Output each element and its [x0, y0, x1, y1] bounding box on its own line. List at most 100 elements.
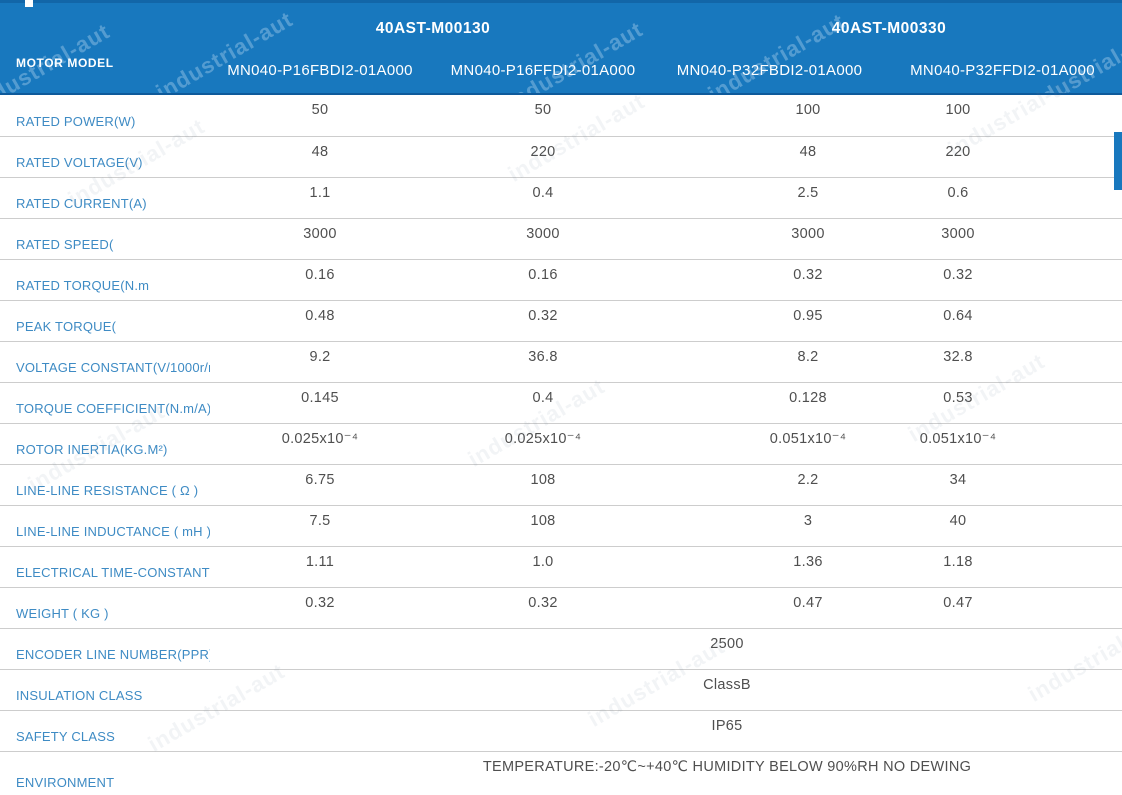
top-edge-notch	[25, 0, 33, 7]
spec-value: 34	[949, 471, 967, 488]
spec-value: 48	[799, 143, 817, 160]
spec-value: 0.32	[943, 266, 973, 283]
spec-value: 3000	[303, 225, 337, 242]
spec-value: 32.8	[943, 348, 973, 365]
spec-value: 0.025x10⁻⁴	[281, 430, 359, 447]
spec-value: 3000	[941, 225, 975, 242]
spec-value: 1.18	[943, 553, 973, 570]
spec-row-safety-class: SAFETY CLASS IP65	[0, 710, 1122, 751]
spec-value: 0.4	[532, 184, 554, 201]
spec-value: 0.4	[532, 389, 554, 406]
spec-label: LINE-LINE INDUCTANCE ( mH )	[16, 523, 210, 539]
spec-value: 100	[945, 102, 971, 118]
spec-value: 7.5	[309, 512, 331, 529]
spec-label: RATED POWER(W)	[16, 113, 136, 129]
spec-value: 1.36	[793, 553, 823, 570]
spec-value: 100	[795, 102, 821, 118]
spec-value: 0.051x10⁻⁴	[769, 430, 847, 447]
spec-value: 108	[530, 512, 556, 529]
spec-value: 8.2	[797, 348, 819, 365]
spec-row-peak-torque: PEAK TORQUE( 0.48 0.32 0.95 0.64	[0, 300, 1122, 341]
spec-row-torque-coefficient: TORQUE COEFFICIENT(N.m/A) 0.145 0.4 0.12…	[0, 382, 1122, 423]
spec-value: 0.025x10⁻⁴	[504, 430, 582, 447]
spec-value: 48	[311, 143, 329, 160]
spec-label: RATED CURRENT(A)	[16, 195, 147, 211]
spec-row-rated-torque: RATED TORQUE(N.m 0.16 0.16 0.32 0.32	[0, 259, 1122, 300]
spec-value: 2.5	[797, 184, 819, 201]
spec-value: 108	[530, 471, 556, 488]
spec-value: 0.48	[305, 307, 335, 324]
model-name-col2: MN040-P16FFDI2-01A000	[450, 62, 636, 79]
spec-row-rated-power: RATED POWER(W) 50 50 100 100	[0, 95, 1122, 136]
spec-value: 1.11	[305, 553, 335, 570]
spec-value: 3000	[791, 225, 825, 242]
spec-value: 1.1	[309, 184, 331, 201]
spec-value: 3	[803, 512, 813, 529]
spec-row-electrical-time-constant: ELECTRICAL TIME-CONSTANT ( ms ) 1.11 1.0…	[0, 546, 1122, 587]
spec-value: 9.2	[309, 348, 331, 365]
spec-label: ENCODER LINE NUMBER(PPR)	[16, 646, 210, 662]
spec-label: PEAK TORQUE(	[16, 318, 117, 334]
spec-value: 0.95	[793, 307, 823, 324]
spec-value: 50	[311, 102, 329, 118]
spec-value: 0.145	[301, 389, 339, 406]
spec-value: 6.75	[305, 471, 335, 488]
spec-value: 40	[949, 512, 967, 529]
spec-row-rated-speed: RATED SPEED( 3000 3000 3000 3000	[0, 218, 1122, 259]
spec-label: INSULATION CLASS	[16, 687, 143, 703]
spec-value: 0.64	[943, 307, 973, 324]
spec-value: 0.128	[789, 389, 827, 406]
table-header: MOTOR MODEL 40AST-M00130 40AST-M00330 MN…	[0, 0, 1122, 95]
spec-value: 3000	[526, 225, 560, 242]
spec-row-voltage-constant: VOLTAGE CONSTANT(V/1000r/min) 9.2 36.8 8…	[0, 341, 1122, 382]
spec-value: 220	[945, 143, 971, 160]
spec-row-environment: ENVIRONMENT TEMPERATURE:-20℃~+40℃ HUMIDI…	[0, 751, 1122, 795]
model-name-col1: MN040-P16FBDI2-01A000	[227, 62, 413, 79]
spec-label: ENVIRONMENT	[16, 774, 115, 790]
spec-value: 0.47	[943, 594, 973, 611]
spec-value: 50	[534, 102, 552, 118]
spec-label: RATED VOLTAGE(V)	[16, 154, 143, 170]
spec-value-merged: IP65	[711, 717, 743, 734]
spec-value: 0.16	[528, 266, 558, 283]
group-title-40ast-m00130: 40AST-M00130	[375, 20, 491, 37]
spec-value: 0.32	[528, 594, 558, 611]
spec-label: SAFETY CLASS	[16, 728, 115, 744]
spec-value: 0.32	[793, 266, 823, 283]
spec-row-rated-voltage: RATED VOLTAGE(V) 48 220 48 220	[0, 136, 1122, 177]
spec-row-line-line-inductance: LINE-LINE INDUCTANCE ( mH ) 7.5 108 3 40	[0, 505, 1122, 546]
spec-value: 0.16	[305, 266, 335, 283]
spec-row-insulation-class: INSULATION CLASS ClassB	[0, 669, 1122, 710]
right-edge-artifact	[1114, 132, 1122, 190]
spec-value: 0.32	[528, 307, 558, 324]
spec-value: 0.53	[943, 389, 973, 406]
group-title-40ast-m00330: 40AST-M00330	[831, 20, 947, 37]
header-watermark-layer: industrial-aut industrial-aut industrial…	[0, 3, 1122, 93]
spec-value: 0.47	[793, 594, 823, 611]
spec-label: ROTOR INERTIA(KG.M²)	[16, 441, 168, 457]
spec-label: WEIGHT ( KG )	[16, 605, 109, 621]
spec-label: LINE-LINE RESISTANCE ( Ω )	[16, 482, 199, 498]
spec-label: RATED TORQUE(N.m	[16, 277, 150, 293]
spec-table: RATED POWER(W) 50 50 100 100 RATED VOLTA…	[0, 95, 1122, 795]
motor-model-label: MOTOR MODEL	[16, 56, 114, 70]
spec-value: 220	[530, 143, 556, 160]
spec-value-merged: ClassB	[703, 676, 751, 693]
spec-value: 0.32	[305, 594, 335, 611]
spec-label: TORQUE COEFFICIENT(N.m/A)	[16, 400, 210, 416]
spec-value: 1.0	[532, 553, 554, 570]
spec-row-rated-current: RATED CURRENT(A) 1.1 0.4 2.5 0.6	[0, 177, 1122, 218]
spec-row-rotor-inertia: ROTOR INERTIA(KG.M²) 0.025x10⁻⁴ 0.025x10…	[0, 423, 1122, 464]
model-name-col4: MN040-P32FFDI2-01A000	[910, 62, 1095, 79]
spec-value-merged: TEMPERATURE:-20℃~+40℃ HUMIDITY BELOW 90%…	[482, 758, 972, 775]
spec-row-encoder-line-number: ENCODER LINE NUMBER(PPR) 2500	[0, 628, 1122, 669]
spec-row-weight: WEIGHT ( KG ) 0.32 0.32 0.47 0.47	[0, 587, 1122, 628]
spec-value: 36.8	[528, 348, 558, 365]
spec-label: RATED SPEED(	[16, 236, 114, 252]
spec-value: 0.6	[947, 184, 969, 201]
spec-value: 0.051x10⁻⁴	[919, 430, 997, 447]
spec-label: ELECTRICAL TIME-CONSTANT ( ms )	[16, 564, 210, 580]
spec-value: 2.2	[797, 471, 819, 488]
spec-value-merged: 2500	[710, 635, 744, 652]
